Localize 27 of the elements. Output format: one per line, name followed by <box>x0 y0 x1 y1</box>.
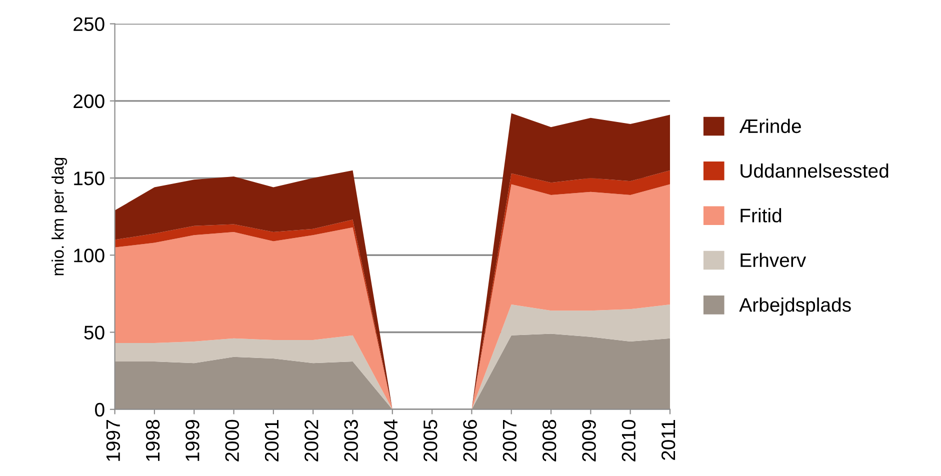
x-tick-label: 2011 <box>661 420 676 460</box>
x-tick-label: 2006 <box>463 420 477 462</box>
x-tick-label: 2003 <box>344 420 358 462</box>
legend-label: Arbejdsplads <box>739 298 851 316</box>
x-tick-label: 1998 <box>146 420 160 461</box>
x-tick-label: 1999 <box>186 420 200 461</box>
x-tick-label: 2000 <box>225 420 239 462</box>
y-tick-label: 50 <box>84 326 104 340</box>
x-tick-label: 2009 <box>582 420 596 462</box>
y-tick-label: 0 <box>95 402 104 417</box>
y-tick-label: 200 <box>74 94 104 108</box>
legend-label: Ærinde <box>739 118 801 134</box>
x-tick-label: 2002 <box>304 420 318 462</box>
x-tick-label: 2004 <box>384 420 398 462</box>
x-tick-label: 2005 <box>424 420 438 462</box>
x-tick-label: 2007 <box>502 420 517 462</box>
legend-label: Erhverv <box>740 252 806 268</box>
y-tick-label: 150 <box>74 171 104 186</box>
y-axis-title: mio. km per dag <box>52 158 68 276</box>
x-tick-label: 1997 <box>106 420 120 461</box>
legend-label: Fritid <box>740 208 782 222</box>
x-tick-label: 2008 <box>542 420 556 462</box>
y-tick-label: 250 <box>74 17 104 32</box>
y-tick-label: 100 <box>74 248 104 262</box>
x-tick-label: 2001 <box>264 420 279 462</box>
x-tick-label: 2010 <box>622 420 636 462</box>
legend-label: Uddannelsessted <box>740 163 888 178</box>
